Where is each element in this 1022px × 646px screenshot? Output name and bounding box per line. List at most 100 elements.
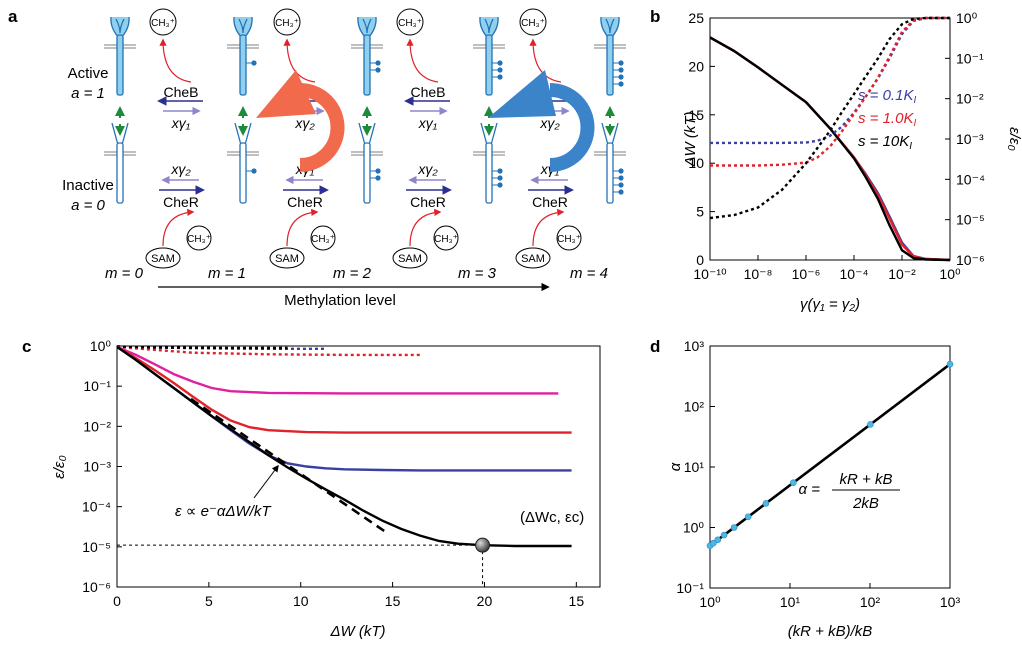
panel-letter-c: c [22, 337, 31, 356]
rate-label: xγ₂ [539, 115, 560, 131]
b-x-tick-label: 10⁻⁶ [792, 266, 821, 282]
methyl-group [618, 182, 624, 188]
b-legend-entry-0: s = 0.1KI [858, 87, 916, 106]
panel-c-chart: c 0 5 10 15 20 1510⁻⁶10⁻⁵10⁻⁴10⁻³10⁻²10⁻¹10⁰ … [22, 337, 601, 640]
methyl-group [618, 67, 624, 73]
cher-label: CheR [532, 194, 568, 210]
receptor-body [116, 34, 124, 96]
receptor-active-m2 [357, 16, 381, 96]
b-x-axis-label: γ(γ₁ = γ₂) [800, 296, 860, 313]
b-y2-tick-label: 10⁻² [956, 91, 984, 107]
b-legend-entry-2: s = 10KI [858, 133, 912, 152]
m-label-0: m = 0 [105, 265, 144, 282]
methyl-group [497, 60, 503, 66]
methyl-group [497, 168, 503, 174]
ch3-circle [556, 225, 582, 251]
d-data-point [790, 479, 797, 487]
c-y-tick-label: 10⁻⁵ [82, 539, 111, 555]
c-x-tick-label: 0 [113, 593, 121, 609]
cher-label: CheR [410, 194, 446, 210]
rate-label: xγ₁ [418, 115, 438, 131]
blue-cycle-arrow [549, 83, 595, 172]
orange-cycle-arrowhead [256, 70, 316, 118]
rate-label: xγ₁ [171, 115, 191, 131]
receptor-body [363, 34, 371, 96]
methyl-group [497, 74, 503, 80]
ch3-label: CH₃⁺ [151, 18, 175, 29]
c-x-tick-label: 10 [293, 593, 309, 609]
d-data-point [762, 500, 770, 507]
ch3-label: CH₃⁺ [434, 234, 458, 245]
b-legend-entry-1: s = 1.0KI [858, 110, 916, 129]
d-formula-numerator: kR + kB [840, 471, 893, 488]
receptor-body [363, 142, 371, 204]
panel-d-frame [709, 345, 951, 589]
methylation-arrow [532, 208, 565, 247]
inactive-a-label: a = 0 [71, 197, 105, 214]
ch3-circle [396, 8, 424, 36]
d-x-tick-label: 10¹ [780, 594, 801, 610]
receptor-inactive-m0 [111, 122, 129, 204]
methylation-axis-label: Methylation level [284, 292, 396, 309]
ch3-circle [149, 8, 177, 36]
c-series-line-4 [116, 345, 572, 434]
b-y2-tick-label: 10⁻³ [956, 131, 984, 147]
c-critical-point [475, 537, 491, 553]
panel-letter-d: d [650, 337, 660, 356]
c-y-tick-label: 10⁻⁴ [82, 499, 111, 515]
cheb-label: CheB [163, 84, 198, 100]
receptor-ligand-domain [110, 16, 130, 40]
c-series-line-5 [116, 345, 572, 472]
b-x-tick-label: 10⁻⁸ [744, 266, 773, 282]
rate-label: xγ₂ [170, 161, 191, 177]
c-critical-point-label: (ΔWc, εc) [520, 509, 584, 526]
sam-label: SAM [398, 253, 422, 265]
d-formula-denominator: 2kB [852, 495, 879, 512]
c-x-tick-label: 15 [385, 593, 401, 609]
demethylation-arrow [283, 38, 316, 83]
m-label-3: m = 3 [458, 265, 497, 282]
sam-label: SAM [521, 253, 545, 265]
demethylation-arrow [159, 38, 192, 83]
sam-label: SAM [151, 253, 175, 265]
b-y2-tick-label: 10⁰ [956, 10, 978, 26]
b-x-tick-label: 10⁻² [888, 266, 916, 282]
ch3-label: CH₃⁺ [187, 234, 211, 245]
c-formula-arrow [253, 464, 279, 499]
receptor-body [239, 34, 247, 96]
receptor-active-m4 [600, 16, 624, 96]
methylation-arrow [162, 208, 195, 247]
b-series-line-5 [709, 16, 950, 220]
c-asymptote-line [190, 397, 389, 535]
sam-ellipse [269, 247, 305, 269]
active-a-label: a = 1 [71, 85, 105, 102]
d-data-point [744, 513, 752, 521]
panel-c-frame [116, 345, 601, 588]
d-data-point [710, 539, 717, 547]
receptor-inactive-m4 [601, 122, 624, 204]
b-y-tick-label: 25 [688, 10, 704, 26]
d-data-point [867, 421, 874, 428]
methylation-arrow [409, 208, 442, 247]
c-formula-annotation: ε ∝ e⁻αΔW/kT [175, 503, 272, 520]
receptor-inactive-m1 [234, 122, 257, 204]
d-data-point [730, 524, 738, 531]
methyl-group [618, 74, 624, 80]
c-y-tick-label: 10⁻² [83, 418, 111, 434]
b-y-tick-label: 5 [696, 204, 704, 220]
demethylation-arrow [406, 38, 439, 83]
orange-cycle-arrow [299, 83, 345, 172]
b-y2-tick-label: 10⁻¹ [956, 50, 984, 66]
m-label-2: m = 2 [333, 265, 372, 282]
blue-cycle-arrowhead [488, 70, 556, 118]
b-x-tick-label: 10⁰ [939, 266, 961, 282]
receptor-ligand-domain [600, 16, 620, 40]
methyl-group [375, 168, 381, 174]
methyl-group [375, 175, 381, 181]
receptor-inactive-m3 [480, 122, 503, 204]
b-series-line-4 [710, 16, 950, 167]
d-y-tick-label: 10² [684, 399, 705, 415]
b-y2-axis-label: ε/ε₀ [1006, 127, 1022, 151]
